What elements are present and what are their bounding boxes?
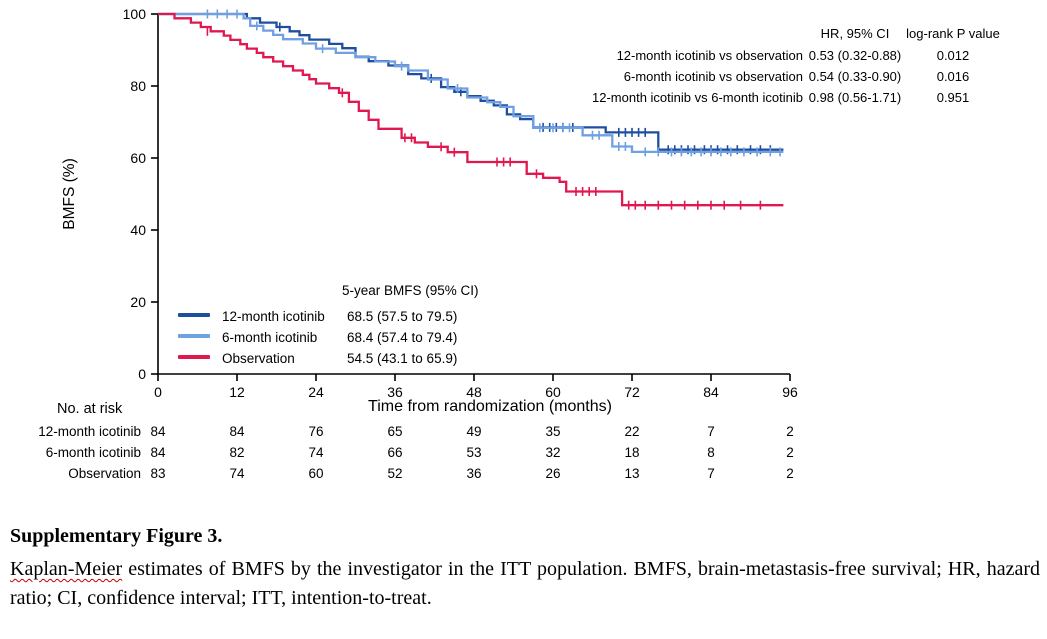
x-tick-label: 48	[466, 384, 482, 400]
x-tick-label: 60	[545, 384, 561, 400]
legend-label: 6-month icotinib	[222, 330, 318, 345]
risk-count: 7	[707, 466, 715, 481]
risk-count: 49	[466, 424, 482, 439]
legend-value: 68.4 (57.4 to 79.4)	[347, 330, 458, 345]
legend-value: 54.5 (43.1 to 65.9)	[347, 351, 458, 366]
risk-count: 60	[308, 466, 324, 481]
y-axis-title: BMFS (%)	[61, 158, 78, 230]
caption-underlined-term: Kaplan-Meier	[10, 558, 123, 580]
risk-count: 53	[466, 445, 482, 460]
y-tick-label: 0	[138, 366, 146, 382]
legend-header: 5-year BMFS (95% CI)	[342, 283, 479, 298]
x-tick-label: 12	[229, 384, 245, 400]
stats-row-label: 6-month icotinib vs observation	[623, 69, 803, 84]
y-tick-label: 40	[130, 222, 146, 238]
x-tick-label: 84	[703, 384, 719, 400]
risk-count: 22	[624, 424, 640, 439]
risk-count: 74	[229, 466, 245, 481]
risk-count: 52	[387, 466, 403, 481]
risk-count: 2	[786, 424, 794, 439]
risk-count: 36	[466, 466, 482, 481]
x-tick-label: 24	[308, 384, 324, 400]
risk-count: 32	[545, 445, 561, 460]
risk-count: 8	[707, 445, 715, 460]
x-tick-label: 36	[387, 384, 403, 400]
y-tick-label: 20	[130, 294, 146, 310]
risk-count: 35	[545, 424, 561, 439]
caption-body-text: estimates of BMFS by the investigator in…	[10, 558, 1040, 609]
stats-row-hr: 0.98 (0.56-1.71)	[808, 90, 902, 105]
risk-count: 65	[387, 424, 403, 439]
risk-row-label: 12-month icotinib	[38, 424, 141, 439]
risk-count: 84	[150, 445, 166, 460]
risk-count: 26	[545, 466, 561, 481]
legend-label: 12-month icotinib	[222, 309, 325, 324]
risk-count: 13	[624, 466, 640, 481]
risk-count: 66	[387, 445, 403, 460]
x-tick-label: 72	[624, 384, 640, 400]
caption-title: Supplementary Figure 3.	[10, 525, 223, 547]
risk-row-label: Observation	[68, 466, 141, 481]
stats-row-p: 0.016	[936, 69, 970, 84]
risk-count: 18	[624, 445, 640, 460]
stats-row-hr: 0.53 (0.32-0.88)	[808, 48, 902, 63]
stats-row-p: 0.012	[936, 48, 970, 63]
stats-header-hr: HR, 95% CI	[820, 26, 890, 41]
stats-row-p: 0.951	[936, 90, 970, 105]
risk-count: 84	[150, 424, 166, 439]
km-chart: 0 20 40 60 80 100 0 12 24 36 48 60 72 84 96	[123, 6, 798, 400]
risk-count: 82	[229, 445, 245, 460]
curve-observation	[158, 12, 784, 207]
legend-swatch-observation	[178, 355, 210, 359]
y-tick-label: 60	[130, 150, 146, 166]
risk-count: 7	[707, 424, 715, 439]
risk-table-title: No. at risk	[57, 401, 123, 417]
risk-count: 74	[308, 445, 324, 460]
x-tick-label: 0	[154, 384, 162, 400]
stats-header-p: log-rank P value	[906, 26, 1000, 41]
risk-count: 2	[786, 445, 794, 460]
risk-count: 84	[229, 424, 245, 439]
risk-count: 76	[308, 424, 324, 439]
caption-body: Kaplan-Meier estimates of BMFS by the in…	[10, 555, 1040, 612]
x-tick-label: 96	[782, 384, 798, 400]
legend-label: Observation	[222, 351, 295, 366]
x-axis-title: Time from randomization (months)	[368, 398, 612, 415]
legend-swatch-12-month	[178, 313, 210, 317]
risk-row-label: 6-month icotinib	[45, 445, 141, 460]
risk-count: 83	[150, 466, 166, 481]
stats-row-label: 12-month icotinib vs 6-month icotinib	[592, 90, 803, 105]
risk-count: 2	[786, 466, 794, 481]
legend-swatch-6-month	[178, 334, 210, 338]
stats-row-hr: 0.54 (0.33-0.90)	[808, 69, 902, 84]
legend-value: 68.5 (57.5 to 79.5)	[347, 309, 458, 324]
y-tick-label: 100	[123, 6, 147, 22]
y-tick-label: 80	[130, 78, 146, 94]
stats-row-label: 12-month icotinib vs observation	[616, 48, 803, 63]
